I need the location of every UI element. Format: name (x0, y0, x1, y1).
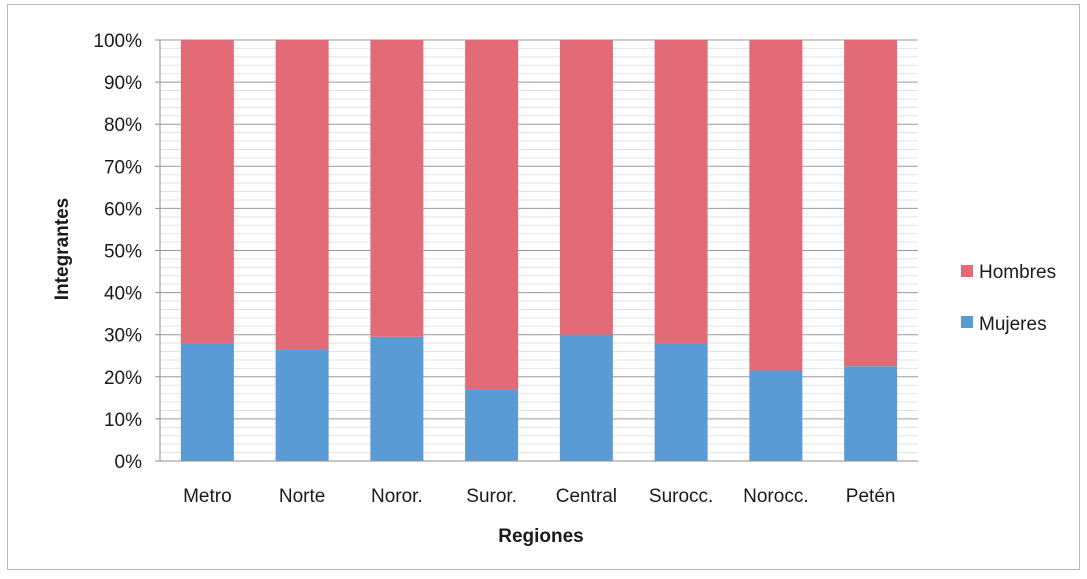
bar-mujeres-8 (844, 366, 898, 461)
y-tick-label: 80% (104, 115, 142, 136)
bars (180, 40, 898, 461)
y-tick-label: 0% (115, 452, 143, 473)
x-tick-label: Noror. (371, 486, 423, 507)
x-tick-label: Central (556, 486, 617, 507)
y-tick-label: 100% (93, 31, 142, 52)
x-tick-label: Metro (183, 486, 232, 507)
bar-mujeres-3 (370, 336, 424, 461)
bar-mujeres-2 (275, 349, 329, 461)
bar-mujeres-6 (654, 343, 708, 461)
legend-swatch-hombres (961, 265, 973, 277)
y-tick-label: 50% (104, 242, 142, 263)
bar-hombres-2 (275, 40, 329, 350)
legend-swatch-mujeres (961, 316, 973, 328)
bar-hombres-3 (370, 40, 424, 337)
y-tick-label: 90% (104, 73, 142, 94)
y-tick-label: 20% (104, 368, 142, 389)
legend-label-hombres: Hombres (979, 262, 1056, 283)
legend: Hombres Mujeres (961, 262, 1056, 335)
x-tick-label: Petén (846, 486, 896, 507)
bar-hombres-6 (654, 40, 708, 344)
y-tick-labels: 0% 10% 20% 30% 40% 50% 60% 70% 80% 90% 100% (93, 31, 160, 473)
bar-mujeres-7 (749, 370, 803, 461)
bar-hombres-8 (844, 40, 898, 367)
gridlines (160, 39, 918, 454)
y-tick-label: 30% (104, 326, 142, 347)
y-tick-label: 10% (104, 410, 142, 431)
legend-label-mujeres: Mujeres (979, 314, 1047, 335)
x-tick-label: Norte (279, 486, 325, 507)
y-axis-title: Integrantes (52, 198, 73, 300)
bar-mujeres-4 (465, 389, 519, 461)
x-axis-title: Regiones (498, 526, 584, 547)
x-tick-label: Suror. (466, 486, 517, 507)
bar-hombres-7 (749, 40, 803, 371)
bar-hombres-5 (559, 40, 613, 335)
bar-hombres-1 (180, 40, 234, 344)
bar-mujeres-1 (180, 343, 234, 461)
y-tick-label: 60% (104, 199, 142, 220)
bar-mujeres-5 (559, 334, 613, 461)
x-tick-label: Surocc. (649, 486, 713, 507)
x-tick-label: Norocc. (743, 486, 808, 507)
y-tick-label: 40% (104, 284, 142, 305)
bar-hombres-4 (465, 40, 519, 390)
x-tick-labels: Metro Norte Noror. Suror. Central Surocc. Noro… (183, 486, 895, 507)
y-tick-label: 70% (104, 157, 142, 178)
